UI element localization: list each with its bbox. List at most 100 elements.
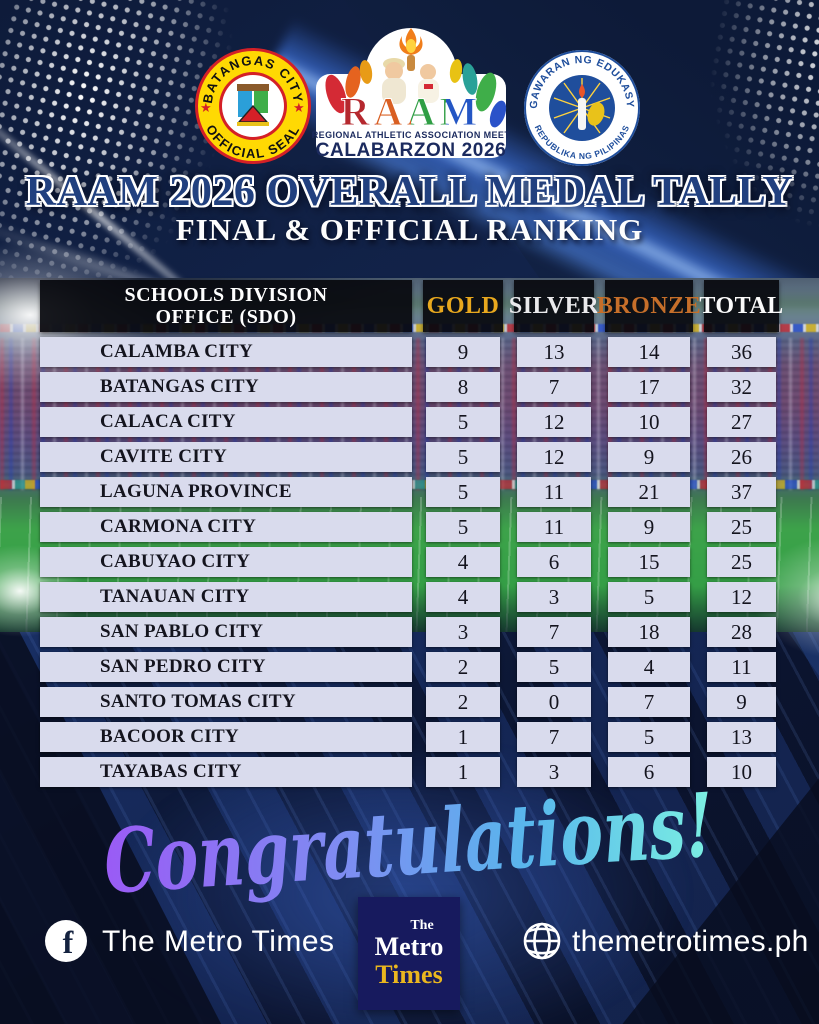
silver-count-cell: 5 xyxy=(517,652,591,682)
table-row: TAYABAS CITY 1 3 6 10 xyxy=(40,757,779,787)
silver-count-cell: 3 xyxy=(517,582,591,612)
raam-acronym: RAAM xyxy=(341,89,481,134)
sdo-name-cell: CALAMBA CITY xyxy=(40,337,412,367)
bronze-count-cell: 9 xyxy=(608,512,690,542)
table-row: CALAMBA CITY 9 13 14 36 xyxy=(40,337,779,367)
gold-count-cell: 5 xyxy=(426,442,500,472)
table-row: CAVITE CITY 5 12 9 26 xyxy=(40,442,779,472)
gold-count-cell: 5 xyxy=(426,407,500,437)
metro-logo-the: The xyxy=(410,918,434,933)
silver-count-cell: 12 xyxy=(517,407,591,437)
star-icon: ★ xyxy=(293,100,305,115)
sdo-name-cell: TANAUAN CITY xyxy=(40,582,412,612)
total-count-cell: 37 xyxy=(707,477,776,507)
silver-count-cell: 6 xyxy=(517,547,591,577)
table-row: SAN PEDRO CITY 2 5 4 11 xyxy=(40,652,779,682)
gold-count-cell: 5 xyxy=(426,477,500,507)
metro-logo-times: Times xyxy=(375,960,443,989)
table-row: LAGUNA PROVINCE 5 11 21 37 xyxy=(40,477,779,507)
total-count-cell: 36 xyxy=(707,337,776,367)
raam-edition: CALABARZON 2026 xyxy=(316,140,507,161)
table-body: CALAMBA CITY 9 13 14 36 BATANGAS CITY 8 … xyxy=(40,337,779,787)
silver-column-header: SILVER xyxy=(509,280,599,332)
table-row: CABUYAO CITY 4 6 15 25 xyxy=(40,547,779,577)
raam-calabarzon-2026-logo: RAAM REGIONAL ATHLETIC ASSOCIATION MEET … xyxy=(312,28,511,161)
table-row: BACOOR CITY 1 7 5 13 xyxy=(40,722,779,752)
silver-count-cell: 7 xyxy=(517,722,591,752)
metro-logo-metro: Metro xyxy=(374,932,444,961)
facebook-icon[interactable]: f xyxy=(44,919,88,963)
table-row: CALACA CITY 5 12 10 27 xyxy=(40,407,779,437)
gold-count-cell: 1 xyxy=(426,757,500,787)
gold-count-cell: 3 xyxy=(426,617,500,647)
page-title: RAAM 2026 OVERALL MEDAL TALLY xyxy=(25,169,794,215)
gold-column-header: GOLD xyxy=(423,280,503,332)
sdo-name-cell: BATANGAS CITY xyxy=(40,372,412,402)
gold-count-cell: 8 xyxy=(426,372,500,402)
star-icon: ★ xyxy=(200,100,212,115)
table-row: TANAUAN CITY 4 3 5 12 xyxy=(40,582,779,612)
silver-count-cell: 11 xyxy=(517,512,591,542)
gold-count-cell: 2 xyxy=(426,687,500,717)
total-count-cell: 25 xyxy=(707,547,776,577)
bronze-count-cell: 14 xyxy=(608,337,690,367)
total-count-cell: 32 xyxy=(707,372,776,402)
silver-count-cell: 0 xyxy=(517,687,591,717)
bronze-count-cell: 21 xyxy=(608,477,690,507)
sdo-name-cell: LAGUNA PROVINCE xyxy=(40,477,412,507)
silver-count-cell: 12 xyxy=(517,442,591,472)
bronze-count-cell: 15 xyxy=(608,547,690,577)
total-column-header: TOTAL xyxy=(699,280,783,332)
bronze-count-cell: 6 xyxy=(608,757,690,787)
bronze-count-cell: 5 xyxy=(608,722,690,752)
svg-text:f: f xyxy=(63,924,74,960)
bronze-count-cell: 10 xyxy=(608,407,690,437)
silver-count-cell: 3 xyxy=(517,757,591,787)
medal-tally-table: SCHOOLS DIVISION OFFICE (SDO) GOLD SILVE… xyxy=(40,280,783,792)
gold-count-cell: 5 xyxy=(426,512,500,542)
globe-icon xyxy=(523,922,561,960)
bronze-count-cell: 4 xyxy=(608,652,690,682)
bronze-count-cell: 17 xyxy=(608,372,690,402)
website-url[interactable]: themetrotimes.ph xyxy=(572,925,809,958)
sdo-column-header: SCHOOLS DIVISION OFFICE (SDO) xyxy=(40,280,412,332)
sdo-name-cell: SANTO TOMAS CITY xyxy=(40,687,412,717)
deped-seal-logo: KAGAWARAN NG EDUKASYON REPUBLIKA NG PILI… xyxy=(522,48,640,166)
page-subtitle: FINAL & OFFICIAL RANKING xyxy=(175,212,644,247)
total-count-cell: 9 xyxy=(707,687,776,717)
svg-text:Congratulations!: Congratulations! xyxy=(101,773,716,914)
bronze-count-cell: 7 xyxy=(608,687,690,717)
gold-count-cell: 9 xyxy=(426,337,500,367)
silver-count-cell: 13 xyxy=(517,337,591,367)
metro-times-logo: The Metro Times xyxy=(358,897,460,1010)
raam-subtitle: REGIONAL ATHLETIC ASSOCIATION MEET xyxy=(312,130,511,140)
gold-count-cell: 4 xyxy=(426,547,500,577)
total-count-cell: 10 xyxy=(707,757,776,787)
bronze-count-cell: 18 xyxy=(608,617,690,647)
sdo-name-cell: CARMONA CITY xyxy=(40,512,412,542)
sdo-name-cell: CALACA CITY xyxy=(40,407,412,437)
silver-count-cell: 7 xyxy=(517,372,591,402)
total-count-cell: 25 xyxy=(707,512,776,542)
sdo-name-cell: SAN PEDRO CITY xyxy=(40,652,412,682)
sdo-name-cell: TAYABAS CITY xyxy=(40,757,412,787)
total-count-cell: 13 xyxy=(707,722,776,752)
bronze-column-header: BRONZE xyxy=(597,280,701,332)
bronze-count-cell: 5 xyxy=(608,582,690,612)
batangas-city-seal-logo: BATANGAS CITY OFFICIAL SEAL ★ ★ xyxy=(195,48,311,164)
total-count-cell: 27 xyxy=(707,407,776,437)
sdo-name-cell: CABUYAO CITY xyxy=(40,547,412,577)
congratulations-text: Congratulations! xyxy=(101,773,716,914)
facebook-handle[interactable]: The Metro Times xyxy=(102,925,335,958)
total-count-cell: 12 xyxy=(707,582,776,612)
silver-count-cell: 11 xyxy=(517,477,591,507)
silver-count-cell: 7 xyxy=(517,617,591,647)
gold-count-cell: 1 xyxy=(426,722,500,752)
table-row: CARMONA CITY 5 11 9 25 xyxy=(40,512,779,542)
table-row: SANTO TOMAS CITY 2 0 7 9 xyxy=(40,687,779,717)
sdo-name-cell: CAVITE CITY xyxy=(40,442,412,472)
total-count-cell: 11 xyxy=(707,652,776,682)
total-count-cell: 28 xyxy=(707,617,776,647)
gold-count-cell: 4 xyxy=(426,582,500,612)
